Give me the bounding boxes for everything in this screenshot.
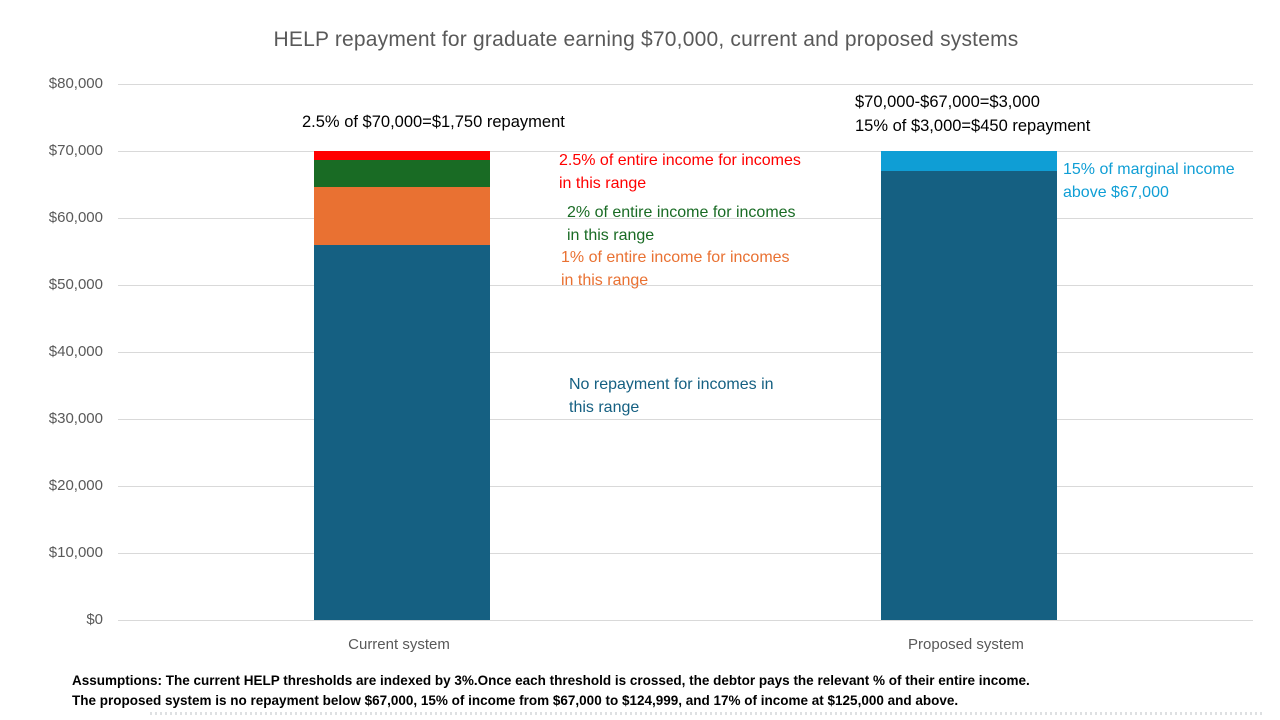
x-axis-label-current-system: Current system <box>348 636 450 653</box>
annotation-range-1-percent: 1% of entire income for incomes in this … <box>561 249 790 289</box>
gridline <box>118 619 1253 621</box>
bar-segment-two-percent-range <box>313 160 490 187</box>
annotation-proposed-calc: $70,000-$67,000=$3,000 15% of $3,000=$45… <box>855 93 1091 135</box>
y-axis-tick-label: $70,000 <box>48 142 103 159</box>
clipped-text-line <box>150 712 1264 715</box>
y-axis-tick-label: $50,000 <box>48 276 103 293</box>
gridline <box>118 217 1253 219</box>
bar-segment-no-repayment-range <box>313 244 490 620</box>
gridline <box>118 351 1253 353</box>
y-axis-tick-label: $60,000 <box>48 209 103 226</box>
gridline <box>118 418 1253 420</box>
gridline <box>118 485 1253 487</box>
bar-segment-two-point-five-percent-range <box>313 151 490 161</box>
annotation-15-percent-marginal: 15% of marginal income above $67,000 <box>1063 161 1235 201</box>
assumptions-line-1: Assumptions: The current HELP thresholds… <box>72 673 1030 688</box>
gridline <box>118 284 1253 286</box>
y-axis-tick-label: $10,000 <box>48 544 103 561</box>
annotation-range-2-5-percent: 2.5% of entire income for incomes in thi… <box>559 152 801 192</box>
chart-title: HELP repayment for graduate earning $70,… <box>273 28 1019 51</box>
gridline <box>118 83 1253 85</box>
y-axis-tick-label: $40,000 <box>48 343 103 360</box>
gridline <box>118 150 1253 152</box>
y-axis-tick-label: $80,000 <box>48 75 103 92</box>
y-axis-tick-label: $20,000 <box>48 477 103 494</box>
y-axis-tick-label: $30,000 <box>48 410 103 427</box>
annotation-range-2-percent: 2% of entire income for incomes in this … <box>567 204 796 244</box>
bar-segment-one-percent-range <box>313 186 490 245</box>
assumptions-line-2: The proposed system is no repayment belo… <box>72 693 959 708</box>
annotation-no-repayment: No repayment for incomes in this range <box>569 376 774 416</box>
y-axis-tick-label: $0 <box>86 611 103 628</box>
annotation-current-calc: 2.5% of $70,000=$1,750 repayment <box>302 113 565 131</box>
x-axis-label-proposed-system: Proposed system <box>908 636 1024 653</box>
bar-segment-fifteen-percent-marginal-range <box>881 151 1058 172</box>
bar-segment-no-repayment-below-67000 <box>881 171 1058 620</box>
gridline <box>118 552 1253 554</box>
